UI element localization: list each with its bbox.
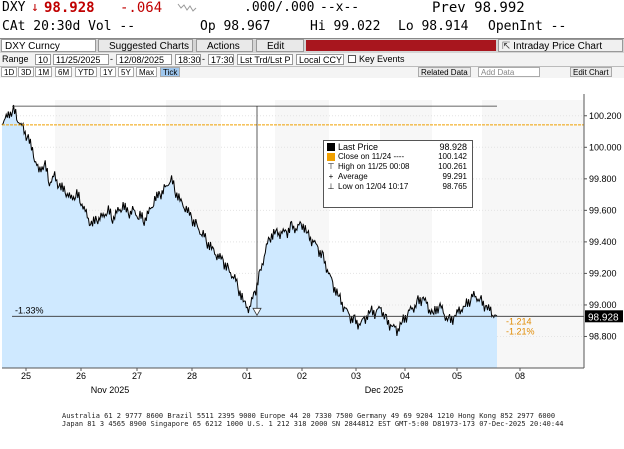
sparkline-icon (177, 3, 197, 12)
down-arrow-icon: ↓ (31, 0, 39, 15)
low-arrow-icon (252, 307, 262, 317)
low-price: Lo 98.914 (398, 19, 469, 34)
quote-header: DXY ↓ 98.928 -.064 .000/.000 --x-- Prev … (0, 0, 624, 37)
command-toolbar: DXY Curncy Suggested Charts Actions Edit… (0, 38, 624, 53)
add-data-input[interactable]: Add Data (478, 67, 540, 77)
start-date-input[interactable]: 11/25/2025 (53, 54, 109, 65)
time-volume: CAt 20:30d Vol -- (2, 19, 136, 34)
key-events-checkbox[interactable] (348, 55, 356, 63)
security-field[interactable]: DXY Curncy (1, 39, 96, 52)
field-select[interactable]: Lst Trd/Lst P (237, 54, 293, 65)
period-1m[interactable]: 1M (35, 67, 53, 77)
last-price: 98.928 (44, 0, 95, 16)
y-tick-label: 99.400 (589, 237, 617, 247)
range-label: Range (2, 54, 29, 64)
x-tick-label: 25 (21, 371, 31, 381)
period-5y[interactable]: 5Y (118, 67, 134, 77)
suggested-charts-button[interactable]: Suggested Charts (98, 39, 193, 52)
y-tick-label: 99.200 (589, 268, 617, 278)
range-bar: Range 10 11/25/2025 - 12/08/2025 18:30 -… (0, 53, 624, 67)
average-marker-icon: + (328, 172, 334, 181)
y-axis: 100.200 100.000 99.800 99.600 99.400 99.200 99… (583, 94, 622, 368)
y-tick-label: 99.600 (589, 205, 617, 215)
close-swatch (327, 153, 335, 161)
price-area (2, 105, 497, 368)
legend-high: ⊤ High on 11/25 00:08 100.261 (327, 162, 467, 171)
key-events-label: Key Events (359, 54, 405, 64)
x-tick-label: 03 (351, 371, 361, 381)
x-tick-label: 08 (515, 371, 525, 381)
price-chart[interactable]: 100.200 100.000 99.800 99.600 99.400 99.200 99… (0, 78, 624, 403)
previous-close: Prev 98.992 (432, 0, 525, 16)
legend-low: ⊥ Low on 12/04 10:17 98.765 (327, 182, 467, 191)
chart-title-tab[interactable]: ⇱ Intraday Price Chart (498, 39, 623, 52)
x-tick-label: 02 (297, 371, 307, 381)
footer-contacts-2: Japan 81 3 4565 8900 Singapore 65 6212 1… (62, 420, 564, 428)
period-tick[interactable]: Tick (160, 67, 181, 77)
function-bar (306, 40, 496, 51)
end-date-input[interactable]: 12/08/2025 (116, 54, 172, 65)
x-tick-label: 28 (187, 371, 197, 381)
edit-label: Edit (267, 41, 285, 52)
y-tick-label: 100.200 (589, 111, 622, 121)
y-tick-label: 99.000 (589, 300, 617, 310)
period-ytd[interactable]: YTD (75, 67, 97, 77)
last-price-axis-label: 98.928 (588, 312, 619, 323)
pct-change-label: -1.33% (15, 305, 44, 315)
edit-menu[interactable]: Edit (256, 39, 304, 52)
related-data-button[interactable]: Related Data (418, 67, 471, 77)
abs-change-label: -1.214 (506, 316, 532, 326)
day-band (482, 100, 584, 368)
x-axis: 25 26 27 28 01 02 03 04 05 08 Nov 2025 Dec 2025 (2, 367, 584, 395)
x-month-label: Dec 2025 (365, 385, 404, 395)
bid-ask: .000/.000 (244, 0, 315, 15)
time-to-input[interactable]: 17:30 (208, 54, 234, 65)
high-marker-icon: ⊤ (327, 162, 335, 171)
price-change: -.064 (120, 0, 163, 16)
period-bar: 1D 3D 1M 6M YTD 1Y 5Y Max Tick Related D… (0, 67, 624, 78)
ticker-symbol: DXY (2, 0, 26, 15)
low-marker-icon: ⊥ (327, 182, 335, 191)
currency-select[interactable]: Local CCY (296, 54, 344, 65)
period-1y[interactable]: 1Y (100, 67, 116, 77)
x-tick-label: 01 (242, 371, 252, 381)
chart-legend[interactable]: Last Price 98.928 Close on 11/24 ---- 100… (323, 140, 473, 208)
period-1d[interactable]: 1D (1, 67, 18, 77)
y-tick-label: 99.800 (589, 174, 617, 184)
chart-title: Intraday Price Chart (513, 41, 603, 52)
x-month-label: Nov 2025 (91, 385, 130, 395)
period-max[interactable]: Max (136, 67, 158, 77)
period-6m[interactable]: 6M (55, 67, 73, 77)
open-price: Op 98.967 (200, 19, 271, 34)
open-interest: OpenInt -- (488, 19, 567, 34)
suggested-charts-label: Suggested Charts (109, 41, 190, 52)
x-tick-label: 05 (452, 371, 462, 381)
actions-label: Actions (207, 41, 240, 52)
time-from-input[interactable]: 18:30 (175, 54, 201, 65)
y-tick-label: 100.000 (589, 142, 622, 152)
legend-close: Close on 11/24 ---- 100.142 (327, 152, 469, 162)
export-icon: ⇱ (502, 41, 514, 52)
y-tick-label: 98.800 (589, 331, 617, 341)
interval-input[interactable]: 10 (35, 54, 51, 65)
price-line (1, 104, 498, 336)
last-price-box (585, 310, 623, 323)
footer-contacts-1: Australia 61 2 9777 8600 Brazil 5511 239… (62, 412, 556, 420)
last-price-swatch (327, 143, 335, 151)
pct-change-right-label: -1.21% (506, 326, 535, 336)
high-price: Hi 99.022 (310, 19, 381, 34)
bid-ask-size: --x-- (320, 0, 360, 15)
x-tick-label: 04 (400, 371, 410, 381)
legend-last: Last Price 98.928 (327, 142, 469, 152)
x-tick-label: 26 (76, 371, 86, 381)
edit-chart-button[interactable]: Edit Chart (570, 67, 612, 77)
actions-menu[interactable]: Actions (196, 39, 253, 52)
legend-average: + Average 99.291 (328, 172, 467, 181)
period-3d[interactable]: 3D (18, 67, 35, 77)
x-tick-label: 27 (132, 371, 142, 381)
